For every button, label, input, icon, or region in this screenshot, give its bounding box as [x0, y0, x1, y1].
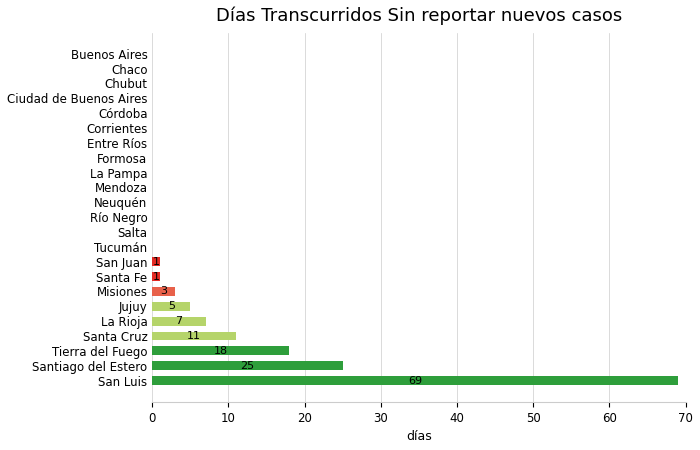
Title: Días Transcurridos Sin reportar nuevos casos: Días Transcurridos Sin reportar nuevos c…	[216, 7, 622, 26]
Bar	[153, 346, 289, 356]
Bar	[153, 317, 206, 326]
Text: 1: 1	[153, 271, 160, 282]
Bar	[153, 332, 236, 341]
Text: 7: 7	[176, 316, 183, 326]
Text: 69: 69	[408, 376, 422, 386]
Text: 1: 1	[153, 256, 160, 267]
Text: 3: 3	[160, 287, 167, 297]
Bar	[153, 272, 160, 281]
Text: 18: 18	[214, 346, 228, 356]
Bar	[153, 376, 678, 385]
X-axis label: días: días	[406, 430, 432, 443]
Text: 11: 11	[187, 331, 201, 341]
Text: 5: 5	[168, 302, 175, 311]
Bar	[153, 361, 343, 370]
Text: 25: 25	[241, 361, 255, 371]
Bar	[153, 287, 175, 296]
Bar	[153, 302, 190, 311]
Bar	[153, 257, 160, 266]
